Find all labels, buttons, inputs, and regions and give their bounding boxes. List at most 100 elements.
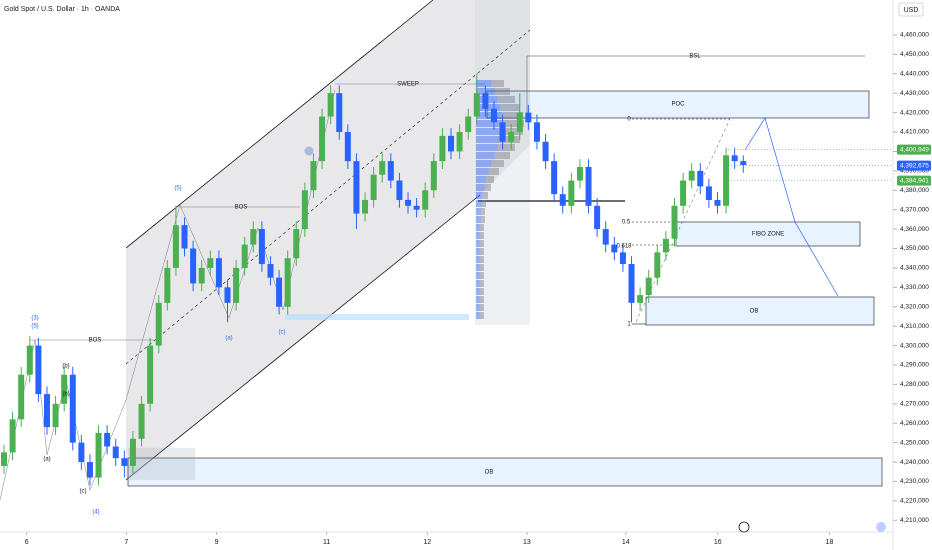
candle-body [654, 252, 661, 278]
annotation: BOS [89, 338, 102, 344]
annotation: BSL [689, 54, 701, 60]
volume-profile-bar [500, 104, 520, 111]
volume-profile-bar [480, 216, 485, 223]
x-tick-label: 18 [826, 539, 834, 546]
y-tick-label: 4,240,000 [900, 459, 929, 466]
candle-body [95, 432, 102, 478]
annotation: POC [671, 102, 685, 108]
candle-body [207, 258, 214, 268]
candle-body [164, 267, 171, 303]
candle-body [198, 267, 205, 284]
candle-body [611, 244, 618, 253]
candle-body [680, 180, 687, 206]
replay-icon[interactable] [738, 521, 750, 533]
x-tick-label: 16 [714, 539, 722, 546]
y-tick-label: 4,210,000 [900, 517, 929, 524]
candle-body [52, 403, 59, 428]
annotation: (a) [43, 457, 50, 463]
y-tick-label: 4,310,000 [900, 323, 929, 330]
channel [126, 0, 530, 480]
price-badge-label: 4,400,949 [900, 146, 929, 153]
x-tick-label: 11 [323, 539, 330, 546]
projection [744, 117, 839, 297]
volume-profile-bar [494, 152, 510, 159]
annotation: 0.618 [616, 244, 632, 250]
candle-body [224, 287, 231, 303]
candle-body [181, 225, 188, 249]
candle-body [344, 132, 351, 162]
candle-body [568, 180, 575, 206]
volume-profile-bar [476, 192, 483, 199]
candle-body [284, 258, 291, 307]
candle-body [327, 93, 334, 117]
candle-body [353, 161, 360, 214]
candles [1, 73, 747, 486]
candle-body [499, 122, 506, 142]
annotation: BOS [235, 205, 248, 211]
candle-body [215, 258, 222, 288]
candle-body [697, 170, 704, 187]
annotation: SWEEP [397, 82, 419, 88]
annotation: OB [485, 470, 494, 476]
volume-profile-bar [480, 272, 484, 279]
candle-body [705, 186, 712, 200]
wave-path [0, 89, 336, 501]
y-tick-label: 4,380,000 [900, 187, 929, 194]
y-tick-label: 4,450,000 [900, 51, 929, 58]
volume-profile-bar [476, 144, 498, 151]
volume-profile-bar [480, 232, 484, 239]
volume-profile-bar [480, 224, 484, 231]
channel-bottom [125, 194, 481, 481]
candle-body [542, 141, 549, 162]
candle-body [525, 112, 532, 123]
candle-body [129, 438, 136, 466]
volume-profile-bar [476, 160, 492, 167]
candle-body [396, 180, 403, 200]
volume-profile-bar [476, 120, 503, 127]
y-tick-label: 4,320,000 [900, 303, 929, 310]
volume-profile-bar [480, 280, 484, 287]
candle-body [258, 229, 265, 265]
axes: 4,460,000 4,450,000 4,440,000 4,430,000 4,42… [25, 32, 931, 546]
annotation: (a) [225, 336, 232, 342]
y-tick-label: 4,390,000 [900, 168, 929, 175]
candle-body [413, 205, 420, 210]
volume-profile-bar [476, 224, 481, 231]
volume-profile-bar [491, 80, 504, 87]
volume-profile-bar [484, 184, 491, 191]
candle-body [585, 166, 592, 206]
candle-body [456, 132, 463, 152]
candle-body [1, 452, 7, 466]
x-tick-label: 13 [523, 539, 531, 546]
candle-body [293, 229, 300, 259]
candle-body [138, 403, 145, 439]
candle-body [662, 238, 669, 253]
volume-profile-bar [476, 232, 481, 239]
annotation: (3) [31, 316, 38, 322]
currency[interactable]: USD [904, 7, 919, 14]
zone-box [675, 221, 861, 247]
candle-body [35, 345, 42, 395]
candle-body [448, 135, 454, 152]
annotation: (b) [62, 364, 69, 370]
candle-body [155, 302, 162, 346]
annotation: (c) [80, 489, 87, 495]
annotation: (c) [279, 330, 286, 336]
volume-profile-bar [480, 264, 484, 271]
candle-body [233, 267, 240, 303]
y-tick-label: 4,440,000 [900, 70, 929, 77]
currency-button[interactable] [898, 2, 924, 17]
y-tick-label: 4,430,000 [900, 90, 929, 97]
y-tick-label: 4,220,000 [900, 498, 929, 505]
candle-body [430, 161, 437, 191]
settings-icon[interactable] [876, 522, 886, 532]
candle-body [250, 229, 257, 245]
candle-body [473, 93, 480, 117]
annotation: 0 [627, 117, 631, 123]
volume-profile-bar [476, 168, 489, 175]
x-tick-label: 7 [124, 539, 128, 546]
candle-body [490, 108, 497, 123]
candle-body [671, 205, 678, 239]
